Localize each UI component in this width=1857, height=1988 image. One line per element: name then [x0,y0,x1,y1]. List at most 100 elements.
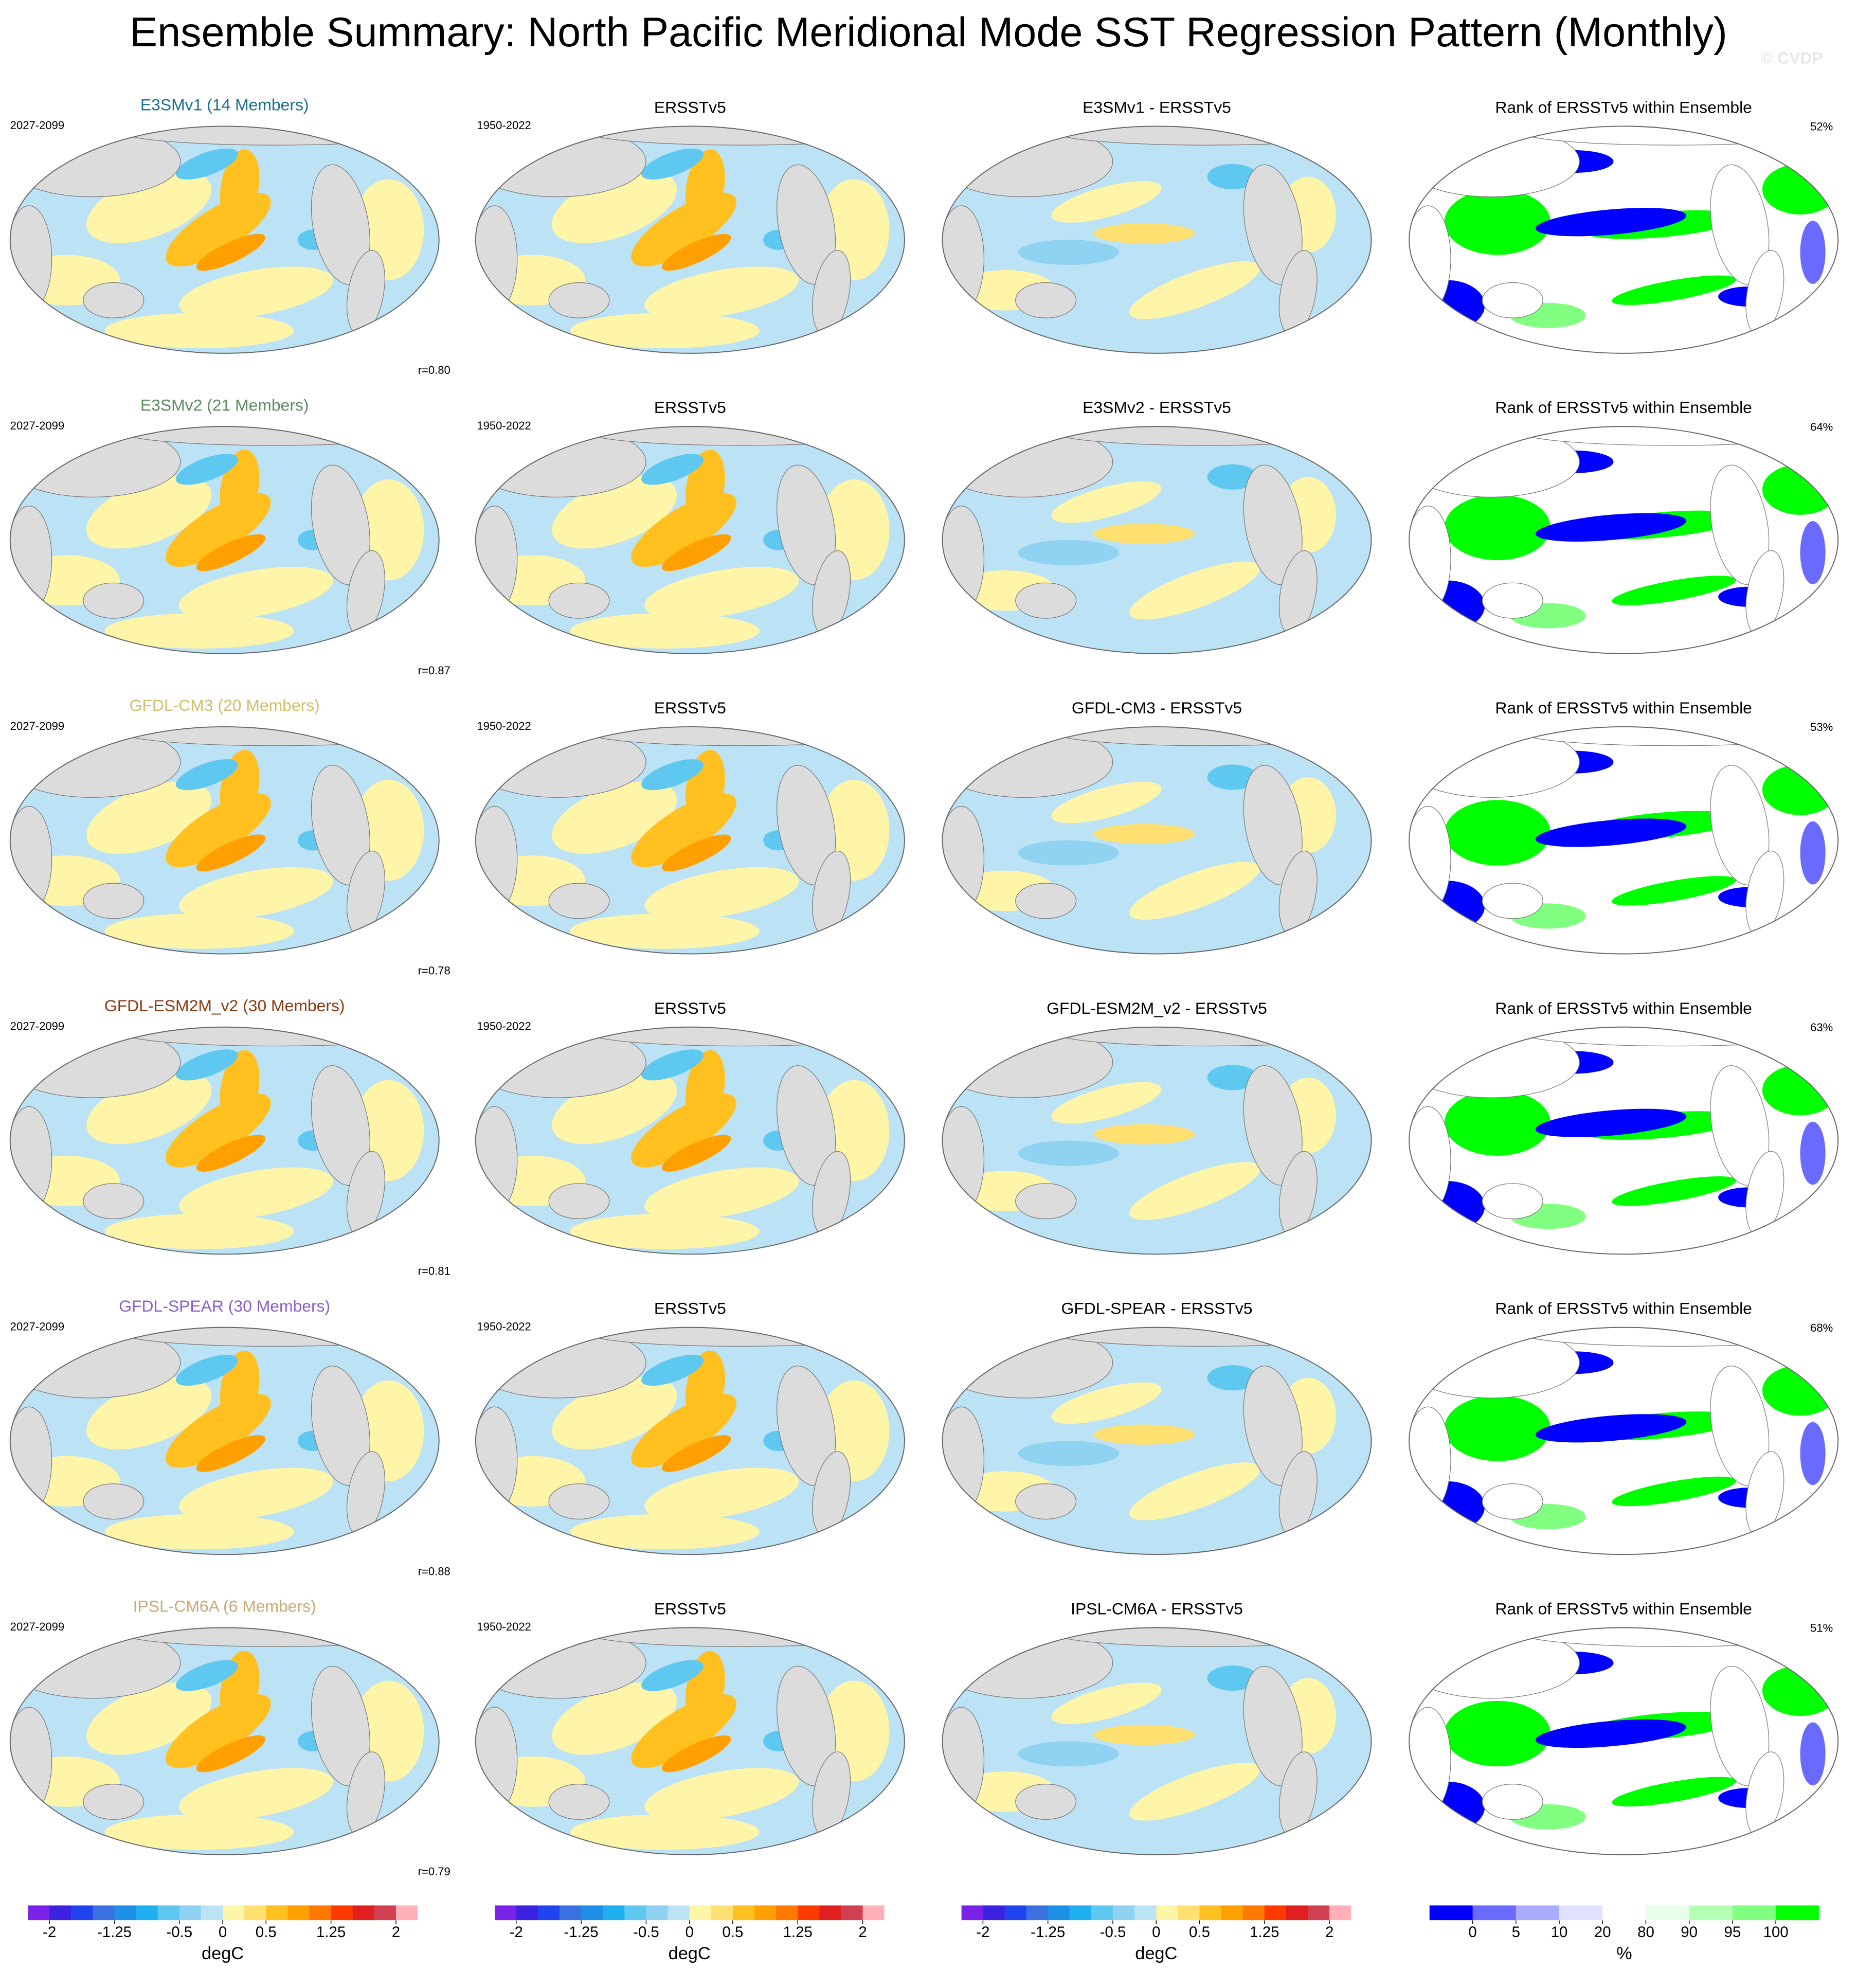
pattern-blob [1535,1719,1687,1748]
colorbar-box [1048,1905,1070,1921]
colorbar-tick-label: 100 [1763,1924,1789,1941]
pattern-blob [1018,1140,1119,1166]
colorbar-tick-label: 0.5 [1189,1924,1210,1941]
rank-percent: 52% [1810,120,1833,133]
colorbar-box [136,1905,158,1921]
pattern-blob [1762,1065,1838,1116]
colorbar-box [1329,1905,1352,1921]
colorbar-box [28,1905,50,1921]
pattern-correlation: r=0.81 [418,1264,450,1277]
pattern-blob [196,1435,266,1472]
land [548,883,610,919]
land [1522,726,1826,746]
colorbar-box [287,1905,310,1921]
rank-title: Rank of ERSSTv5 within Ensemble [1495,1599,1752,1618]
colorbar-tick-label: 0 [1468,1924,1476,1941]
pattern-blob [661,1735,731,1772]
map [475,1627,905,1855]
model-title: GFDL-SPEAR (30 Members) [119,1297,330,1315]
rank-title: Rank of ERSSTv5 within Ensemble [1495,398,1752,417]
map [10,426,439,654]
model-period: 2027-2099 [10,1020,65,1033]
map-border [1409,726,1839,955]
colorbar-tick-label: 0 [1152,1924,1160,1941]
pattern-blob [220,1050,260,1125]
pattern-blob [1207,464,1258,490]
map [942,1627,1372,1855]
figure-title: Ensemble Summary: North Pacific Meridion… [130,9,1727,56]
pattern-blob [179,266,334,319]
colorbar-tick-label: 2 [1325,1924,1333,1941]
map [475,126,905,353]
land [83,1483,145,1520]
pattern-blob [175,148,238,180]
pattern-blob [1444,189,1550,255]
diff-title: E3SMv2 - ERSSTv5 [1083,398,1231,417]
colorbar-tick-label: 2 [392,1924,400,1941]
land [1055,1027,1359,1047]
colorbar-box [776,1905,798,1921]
pattern-blob [1612,1777,1737,1807]
model-title: IPSL-CM6A (6 Members) [133,1597,316,1616]
colorbar-box [309,1905,332,1921]
map-border [475,1627,905,1855]
colorbar-box [603,1905,625,1921]
pattern-blob [104,913,294,949]
pattern-blob [1093,823,1195,845]
land [1015,883,1077,919]
pattern-blob [1800,1121,1826,1185]
colorbar-unit: % [1616,1944,1632,1963]
colorbar-box [1264,1905,1287,1921]
rank-title: Rank of ERSSTv5 within Ensemble [1495,98,1752,116]
rank-percent: 64% [1810,420,1833,433]
colorbar-tick-label: 1.25 [783,1924,813,1941]
colorbar-box [1091,1905,1113,1921]
map [10,1027,439,1255]
colorbar-tick-label: -0.5 [633,1924,659,1941]
colorbar-box [1004,1905,1027,1921]
obs-title: ERSSTv5 [654,98,726,116]
pattern-blob [1612,876,1737,906]
pattern-blob [196,834,266,872]
map [942,126,1372,353]
colorbar-box [1776,1905,1820,1921]
land [589,1027,892,1047]
diff-title: E3SMv1 - ERSSTv5 [1083,98,1231,116]
pattern-blob [1018,1441,1119,1466]
colorbar-box [1199,1905,1222,1921]
colorbar-box [1134,1905,1157,1921]
colorbar-box [732,1905,755,1921]
model-period: 2027-2099 [10,1620,65,1633]
land [123,1027,427,1047]
pattern-blob [1535,1414,1687,1443]
model-title: E3SMv1 (14 Members) [140,95,309,114]
pattern-blob [1093,223,1195,244]
land [1522,426,1826,446]
colorbar-tick-label: 95 [1724,1924,1741,1941]
land [1015,1183,1077,1220]
pattern-blob [570,1814,760,1850]
pattern-blob [1444,1090,1550,1156]
pattern-blob [175,1049,238,1081]
map [475,426,905,654]
colorbar-box [516,1905,538,1921]
colorbar-box [1242,1905,1265,1921]
colorbar-box [223,1905,245,1921]
pattern-blob [196,234,266,271]
rank-title: Rank of ERSSTv5 within Ensemble [1495,1299,1752,1318]
map-border [9,1627,440,1855]
colorbar-tick-label: -2 [510,1924,523,1941]
colorbar-box [374,1905,396,1921]
land [123,1627,427,1647]
map-border [1409,426,1839,654]
pattern-blob [1800,1722,1826,1786]
pattern-blob [570,313,760,349]
model-period: 2027-2099 [10,119,65,132]
colorbar-box [961,1905,984,1921]
pattern-blob [1051,1382,1162,1424]
pattern-blob [179,1167,334,1220]
colorbar-box [537,1905,560,1921]
land [123,426,427,446]
land [1015,1783,1077,1820]
pattern-blob [570,613,760,649]
